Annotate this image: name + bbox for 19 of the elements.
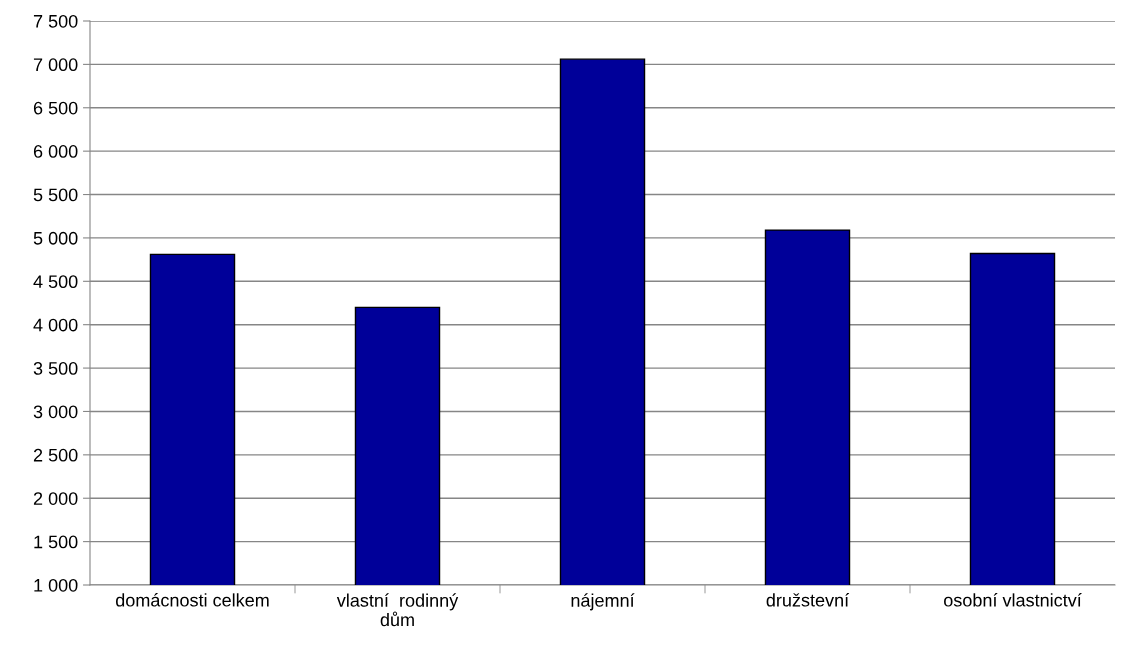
y-tick-label: 5 000 [33, 231, 78, 245]
x-tick-label: nájemní [571, 593, 635, 611]
y-tick-label: 4 000 [33, 318, 78, 332]
y-tick-label: 2 000 [33, 492, 78, 505]
y-tick-label: 5 500 [33, 188, 78, 202]
x-tick-label: vlastní rodinný dům [336, 593, 459, 627]
y-tick-label: 3 500 [33, 362, 78, 375]
x-tick-label: domácnosti celkem [115, 593, 269, 607]
y-tick-label: 1 000 [34, 578, 78, 592]
x-tick-label: družstevní [766, 593, 850, 607]
y-tick-label: 7 000 [33, 58, 78, 72]
x-tick-label: osobní vlastnictví [944, 593, 1082, 607]
y-tick-label: 4 500 [33, 275, 78, 289]
y-tick-label: 3 000 [33, 405, 78, 419]
y-tick-label: 6 500 [33, 101, 78, 115]
y-tick-label: 7 500 [33, 14, 78, 28]
y-tick-label: 2 500 [33, 448, 78, 462]
y-tick-label: 6 000 [33, 145, 78, 158]
y-tick-label: 1 500 [34, 535, 78, 549]
